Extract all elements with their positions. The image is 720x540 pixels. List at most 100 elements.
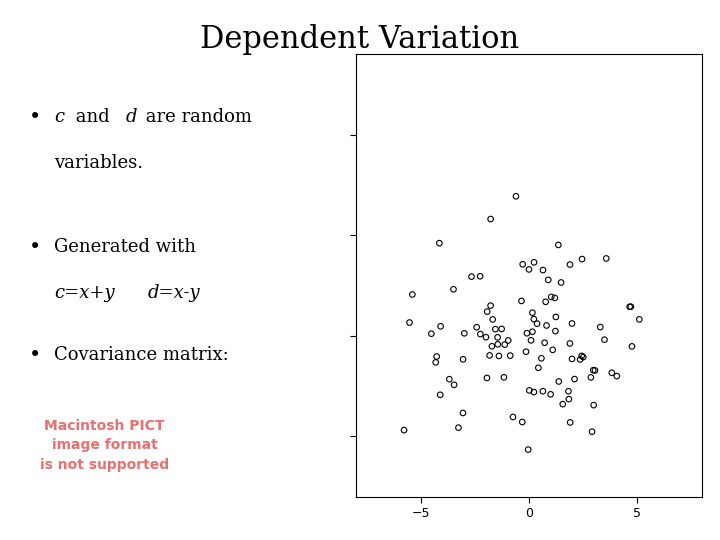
Point	[563, 387, 575, 396]
Point	[480, 333, 492, 341]
Point	[398, 426, 410, 434]
Point	[503, 336, 514, 345]
Point	[498, 373, 510, 382]
Point	[566, 319, 577, 328]
Point	[543, 275, 554, 284]
Point	[549, 327, 561, 335]
Text: •: •	[29, 108, 41, 127]
Point	[521, 347, 532, 356]
Text: c=x+y: c=x+y	[54, 284, 114, 301]
Point	[541, 321, 552, 330]
Point	[567, 355, 578, 363]
Point	[531, 319, 543, 328]
Point	[510, 192, 522, 200]
Point	[459, 329, 470, 338]
Point	[563, 395, 575, 403]
Point	[435, 322, 446, 330]
Point	[589, 366, 600, 375]
Text: Covariance matrix:: Covariance matrix:	[54, 346, 229, 363]
Point	[516, 296, 527, 305]
Point	[575, 355, 586, 364]
Point	[576, 352, 588, 360]
Point	[320, 302, 332, 310]
Point	[526, 327, 538, 336]
Point	[525, 336, 536, 345]
Point	[588, 366, 599, 375]
Point	[487, 315, 498, 324]
Text: d=x-y: d=x-y	[148, 284, 200, 301]
Point	[624, 302, 636, 311]
Point	[457, 409, 469, 417]
Point	[577, 353, 589, 361]
Point	[492, 333, 503, 342]
Point	[523, 446, 534, 454]
Point	[493, 352, 505, 360]
Point	[457, 355, 469, 363]
Point	[481, 374, 492, 382]
Point	[533, 363, 544, 372]
Point	[585, 373, 597, 382]
Text: •: •	[29, 238, 41, 256]
Point	[528, 315, 539, 323]
Point	[471, 323, 482, 332]
Text: d: d	[126, 108, 138, 126]
Point	[537, 266, 549, 274]
Point	[536, 354, 547, 362]
Point	[564, 260, 576, 269]
Point	[334, 309, 346, 318]
Text: c: c	[54, 108, 64, 126]
Point	[595, 323, 606, 332]
Point	[492, 340, 503, 349]
Point	[449, 381, 460, 389]
Point	[444, 375, 455, 383]
Point	[404, 318, 415, 327]
Text: are random: are random	[140, 108, 253, 126]
Point	[626, 342, 638, 350]
Point	[599, 335, 611, 344]
Point	[448, 285, 459, 294]
Point	[499, 340, 510, 349]
Point	[539, 339, 550, 347]
Point	[553, 377, 564, 386]
Point	[466, 272, 477, 281]
Point	[569, 375, 580, 383]
Point	[426, 329, 437, 338]
Point	[496, 325, 508, 333]
Point	[564, 339, 576, 348]
Point	[552, 241, 564, 249]
Point	[557, 400, 569, 408]
Point	[549, 294, 561, 302]
Point	[625, 302, 636, 311]
Point	[528, 388, 540, 396]
Point	[564, 418, 576, 427]
Point	[507, 413, 518, 421]
Point	[486, 342, 498, 350]
Point	[521, 329, 533, 338]
Point	[407, 290, 418, 299]
Point	[526, 308, 538, 317]
Point	[453, 423, 464, 432]
Point	[485, 215, 496, 224]
Point	[490, 325, 501, 334]
Point	[433, 239, 445, 247]
Point	[434, 390, 446, 399]
Point	[505, 352, 516, 360]
Point	[485, 301, 496, 310]
Point	[484, 351, 495, 360]
Point	[523, 265, 535, 274]
Point	[634, 315, 645, 323]
Point	[474, 272, 486, 281]
Point	[545, 390, 557, 399]
Point	[516, 417, 528, 426]
Text: Dependent Variation: Dependent Variation	[200, 24, 520, 55]
Point	[546, 293, 557, 301]
Point	[517, 260, 528, 268]
Text: •: •	[29, 346, 41, 365]
Text: and: and	[70, 108, 115, 126]
Point	[588, 401, 600, 409]
Point	[555, 278, 567, 287]
Point	[482, 307, 493, 316]
Point	[540, 298, 552, 306]
Point	[606, 368, 618, 377]
Point	[586, 427, 598, 436]
